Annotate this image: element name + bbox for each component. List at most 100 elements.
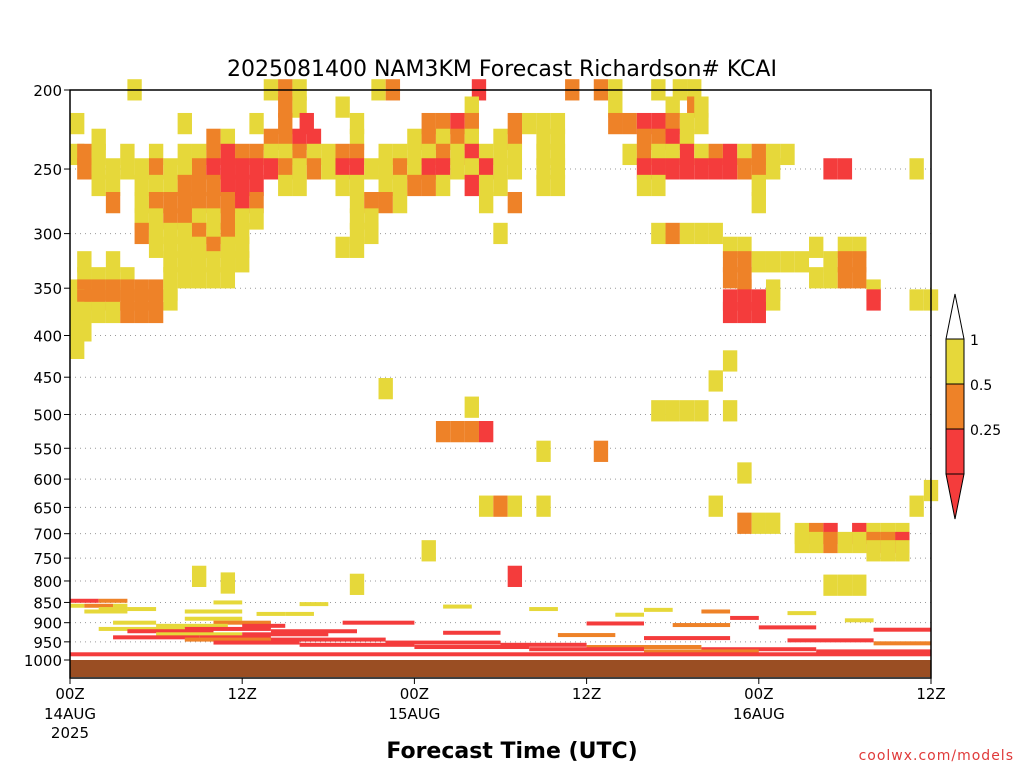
ri-low-cell — [84, 609, 128, 614]
ri-cell — [364, 222, 379, 245]
ri-cell — [694, 158, 709, 180]
ri-cell — [751, 174, 766, 197]
ri-cell — [622, 143, 637, 166]
ri-cell — [737, 158, 752, 180]
ri-cell — [335, 158, 350, 180]
y-tick-label: 250 — [33, 161, 62, 179]
legend-swatch — [945, 338, 965, 385]
ri-cell — [177, 267, 192, 289]
ri-cell — [378, 174, 393, 197]
y-tick-label: 500 — [33, 407, 62, 425]
ri-low-cell — [70, 603, 85, 608]
ri-cell — [292, 158, 307, 180]
ri-low-cell — [285, 611, 314, 616]
x-tick-date: 15AUG — [388, 705, 440, 723]
x-tick-date: 14AUG — [44, 705, 96, 723]
ri-low-cell — [644, 607, 673, 612]
ri-cell — [665, 96, 680, 118]
ri-low-cell — [184, 626, 271, 631]
ri-cell — [651, 222, 666, 245]
y-tick-label: 700 — [33, 526, 62, 544]
ri-cell — [220, 251, 236, 273]
ri-cell — [751, 251, 766, 273]
ri-cell — [852, 574, 867, 596]
ri-cell — [478, 421, 494, 443]
ri-cell — [751, 301, 766, 324]
y-tick-label: 750 — [33, 550, 62, 568]
ri-cell — [191, 251, 207, 273]
ri-cell — [694, 112, 709, 135]
ri-cell — [722, 301, 738, 324]
x-tick-date: 16AUG — [733, 705, 785, 723]
legend-swatch — [945, 428, 965, 475]
ri-cell — [550, 158, 566, 180]
ri-cell — [191, 565, 207, 587]
ri-cell — [823, 531, 838, 554]
ri-cell — [651, 174, 666, 197]
ri-cell — [134, 301, 149, 324]
ri-cell — [407, 158, 422, 180]
ri-cell — [722, 400, 738, 422]
ri-cell — [751, 158, 766, 180]
x-tick-label: 00Z — [55, 685, 84, 703]
ri-cell — [220, 191, 236, 214]
ri-cell — [249, 112, 264, 135]
x-tick-label: 12Z — [916, 685, 945, 703]
ri-cell — [794, 251, 810, 273]
ri-low-cell — [184, 616, 243, 621]
ri-low-cell — [242, 623, 286, 628]
ri-cell — [478, 174, 494, 197]
ri-cell — [694, 96, 709, 118]
ri-cell — [852, 267, 867, 289]
ri-low-cell — [615, 612, 644, 617]
ri-cell — [837, 158, 853, 180]
ri-low-cell — [787, 638, 874, 643]
ri-low-cell — [816, 649, 931, 654]
ri-cell — [378, 158, 393, 180]
ri-cell — [765, 512, 781, 534]
ri-cell — [421, 540, 436, 562]
ri-cell — [722, 251, 738, 273]
ri-cell — [737, 251, 752, 273]
ri-cell — [120, 301, 135, 324]
ri-cell — [206, 251, 221, 273]
ri-cell — [837, 267, 853, 289]
plot-frame — [69, 89, 932, 679]
ri-cell — [909, 289, 924, 311]
ri-cell — [306, 158, 322, 180]
ri-low-cell — [385, 640, 501, 645]
ri-cell — [134, 174, 149, 197]
ri-cell — [134, 158, 149, 180]
ri-cell — [493, 158, 508, 180]
y-tick-label: 1000 — [24, 652, 62, 670]
ri-cell — [206, 191, 221, 214]
ri-cell — [249, 208, 264, 230]
ri-cell — [809, 267, 824, 289]
ri-cell — [378, 191, 393, 214]
ri-cell — [694, 222, 709, 245]
ri-low-cell — [156, 632, 243, 637]
ri-cell — [665, 400, 680, 422]
ri-low-cell — [270, 629, 357, 634]
ri-cell — [823, 267, 838, 289]
y-tick-label: 300 — [33, 226, 62, 244]
ri-cell — [737, 301, 752, 324]
ri-cell — [464, 158, 479, 180]
x-tick-year: 2025 — [51, 724, 89, 742]
ri-low-cell — [70, 598, 99, 603]
ri-low-cell — [529, 607, 558, 612]
ri-cell — [91, 158, 106, 180]
ri-cell — [263, 158, 279, 180]
ri-cell — [148, 191, 164, 214]
ri-cell — [722, 158, 738, 180]
ri-low-cell — [701, 609, 731, 614]
y-tick-label: 600 — [33, 471, 62, 489]
ri-cell — [249, 158, 264, 180]
ri-cell — [450, 421, 465, 443]
ri-cell — [235, 191, 250, 214]
legend-bottom-arrow — [945, 473, 965, 520]
ri-cell — [493, 174, 508, 197]
ri-cell — [191, 267, 207, 289]
ri-cell — [751, 512, 766, 534]
ri-cell — [378, 378, 393, 400]
